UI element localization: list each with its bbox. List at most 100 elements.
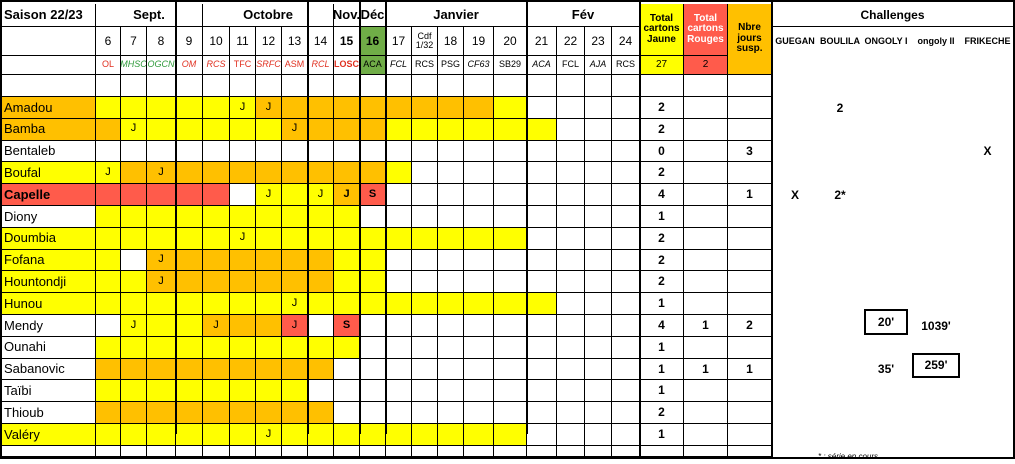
- challenge-value: [962, 380, 1013, 402]
- match-cell: [334, 118, 360, 141]
- border-top: [0, 0, 1015, 2]
- match-cell: [147, 424, 176, 446]
- match-cell: [282, 402, 308, 424]
- week-18: 23: [585, 27, 612, 56]
- player-name: Thioub: [0, 402, 96, 424]
- match-cell: [527, 206, 557, 228]
- player-yellow-total: 2: [640, 249, 684, 272]
- player-name: Hountondji: [0, 271, 96, 294]
- match-cell: J: [230, 227, 256, 250]
- match-cell: [494, 162, 527, 185]
- challenge-value: [818, 402, 862, 424]
- match-cell: [176, 184, 203, 206]
- player-name: Sabanovic: [0, 358, 96, 381]
- opponent-18: AJA: [585, 56, 612, 75]
- match-cell: [282, 162, 308, 185]
- match-cell: J: [282, 118, 308, 141]
- match-cell: [412, 424, 438, 446]
- challenge-value: [862, 337, 910, 359]
- challenge-col-3: ongoly II: [917, 35, 955, 46]
- challenge-value: [910, 206, 962, 228]
- player-red-total: [684, 424, 728, 446]
- player-red-total: 1: [684, 315, 728, 337]
- blank-cell: [230, 445, 256, 457]
- week-14: 19: [464, 27, 494, 56]
- match-cell: [438, 402, 464, 424]
- blank-cell: [96, 75, 121, 97]
- match-cell: [96, 402, 121, 424]
- player-name: Hunou: [0, 293, 96, 315]
- month-header-1: Octobre: [203, 4, 334, 27]
- player-susp-days: [728, 162, 772, 185]
- challenge-value: [910, 293, 962, 315]
- match-cell: [282, 380, 308, 403]
- match-cell: [230, 315, 256, 337]
- challenge-value: [862, 380, 910, 402]
- blank-cell: [527, 445, 557, 457]
- blank-cell: [0, 75, 96, 97]
- match-cell: [494, 97, 527, 119]
- blank-cell: [121, 75, 147, 97]
- challenge-value: X: [790, 187, 799, 202]
- match-cell: [438, 97, 464, 119]
- player-susp-days: [728, 97, 772, 119]
- challenge-value: 1039': [921, 318, 951, 333]
- blank-cell: [612, 75, 640, 97]
- match-cell: [585, 402, 612, 424]
- match-cell: [527, 424, 557, 446]
- match-cell: J: [282, 315, 308, 337]
- player-name: Valéry: [0, 424, 96, 446]
- match-cell: [464, 380, 494, 403]
- match-cell: [96, 358, 121, 381]
- player-susp-days: 1: [728, 358, 772, 381]
- match-cell: [585, 97, 612, 119]
- match-cell: [308, 162, 334, 185]
- player-red-total: [684, 227, 728, 250]
- match-cell: [612, 184, 640, 206]
- match-cell: [282, 97, 308, 119]
- player-red-total: [684, 380, 728, 403]
- match-cell: [464, 118, 494, 141]
- month-separator-4: [526, 0, 528, 434]
- match-cell: [230, 293, 256, 315]
- match-cell: [386, 249, 412, 272]
- match-cell: [527, 315, 557, 337]
- match-cell: [386, 118, 412, 141]
- match-cell: [494, 424, 527, 446]
- match-cell: [334, 249, 360, 272]
- match-cell: [147, 227, 176, 250]
- week-7: 13: [282, 27, 308, 56]
- match-cell: [557, 162, 585, 185]
- match-cell: [464, 315, 494, 337]
- challenge-col-4: FRIKECHE: [964, 35, 1011, 46]
- match-cell: [386, 402, 412, 424]
- match-cell: [203, 97, 230, 119]
- match-cell: [386, 358, 412, 381]
- challenge-value: [818, 250, 862, 272]
- blank-cell: [176, 445, 203, 457]
- match-cell: [334, 140, 360, 163]
- match-cell: [203, 140, 230, 163]
- week-3: 9: [176, 27, 203, 56]
- match-cell: J: [256, 184, 282, 206]
- match-cell: [557, 336, 585, 359]
- match-cell: [557, 97, 585, 119]
- player-yellow-total: 1: [640, 336, 684, 359]
- challenges-header-line: [772, 26, 1015, 27]
- match-cell: J: [308, 184, 334, 206]
- match-cell: [256, 206, 282, 228]
- opponent-8: RCL: [308, 56, 334, 75]
- player-name: Fofana: [0, 249, 96, 272]
- player-name: Bamba: [0, 118, 96, 141]
- match-cell: [464, 184, 494, 206]
- match-cell: S: [334, 315, 360, 337]
- match-cell: [203, 118, 230, 141]
- match-cell: [494, 206, 527, 228]
- challenge-value: [772, 271, 818, 293]
- player-red-total: [684, 249, 728, 272]
- match-cell: [585, 140, 612, 163]
- match-cell: [203, 227, 230, 250]
- blank-cell: [203, 75, 230, 97]
- match-cell: [386, 162, 412, 185]
- match-cell: [256, 358, 282, 381]
